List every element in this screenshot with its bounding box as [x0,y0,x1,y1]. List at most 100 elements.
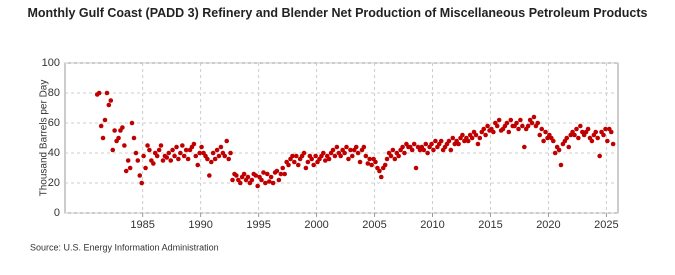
point [392,156,398,162]
point [178,150,183,156]
point [552,150,558,156]
point [193,153,199,159]
x-tick-label: 1985 [130,219,154,231]
point [141,153,146,159]
point [496,117,502,123]
point [558,162,564,168]
point [349,153,355,159]
point [556,147,562,153]
point [522,144,527,150]
point [301,150,307,156]
point [481,126,487,132]
point [122,143,127,148]
point [539,126,545,132]
point [332,153,338,159]
point [601,132,606,138]
point [396,153,401,159]
point [373,159,378,165]
point [465,138,471,144]
point [313,153,318,159]
point [334,144,340,150]
point [320,150,326,156]
point [170,147,175,153]
point [263,180,268,186]
point [564,135,570,141]
point [249,177,255,183]
point [135,158,141,163]
point [303,165,309,171]
point [578,123,583,129]
point [228,150,233,156]
point [595,135,601,141]
point [180,143,185,148]
point [460,132,465,138]
point [377,168,382,174]
point [483,132,488,138]
point [491,129,496,135]
point [172,153,177,159]
point [597,153,602,159]
x-tick-label: 1990 [188,219,212,231]
point [234,173,239,178]
point [218,144,224,150]
point [255,183,260,189]
point [290,153,295,159]
point [214,147,220,153]
point [411,141,417,147]
point [158,143,164,148]
point [207,173,212,178]
point [361,144,367,150]
point [338,153,343,159]
point [529,120,535,126]
point [409,147,415,153]
point [293,153,299,159]
point [477,135,483,141]
point [241,171,247,177]
point [212,156,218,162]
point [535,120,541,126]
point [429,141,434,147]
point [593,129,599,135]
point [388,153,394,159]
point [605,138,610,144]
y-tick-label: 80 [48,87,60,99]
y-tick-label: 20 [48,177,60,189]
point [344,144,349,150]
point [127,165,133,171]
point [518,117,523,123]
point [295,162,301,168]
point [145,143,150,148]
point [589,138,595,144]
point [576,135,581,141]
x-tick-label: 2000 [304,219,328,231]
point [278,171,284,177]
point [286,162,291,168]
point [423,141,429,147]
point [494,123,500,129]
point [469,135,475,141]
point [222,153,228,159]
point [96,90,102,96]
point [348,147,353,153]
point [274,168,280,174]
x-tick-label: 2015 [478,219,502,231]
point [143,165,148,171]
point [369,162,374,168]
point [280,165,286,171]
point [160,158,166,163]
y-tick-label: 100 [42,57,60,69]
point [514,120,519,126]
point [116,135,121,141]
point [230,177,235,183]
point [154,153,160,159]
point [400,144,405,150]
point [365,161,371,166]
x-tick-label: 1995 [246,219,270,231]
point [129,120,135,126]
point [237,180,243,186]
point [100,135,106,141]
point [266,179,272,184]
point [537,132,543,138]
point [531,114,537,120]
